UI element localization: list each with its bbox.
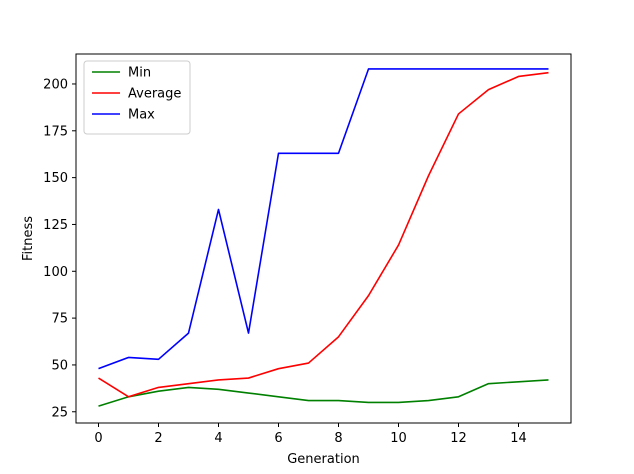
x-axis-label: Generation	[287, 452, 360, 467]
y-axis-label: Fitness	[21, 216, 36, 261]
x-tick-label: 12	[450, 431, 467, 446]
y-tick-label: 150	[43, 171, 68, 186]
x-tick-label: 6	[274, 431, 282, 446]
y-tick-label: 100	[43, 265, 68, 280]
legend-box	[83, 60, 191, 135]
legend: Min Average Max	[83, 60, 191, 135]
x-tick-label: 2	[154, 431, 162, 446]
series-line-min	[98, 379, 549, 407]
y-tick-label: 25	[51, 405, 68, 420]
legend-label-max: Max	[128, 108, 155, 123]
y-tick-label: 125	[43, 218, 68, 233]
series-line-average	[98, 71, 549, 398]
x-tick-label: 10	[390, 431, 407, 446]
x-tick-label: 0	[94, 431, 102, 446]
y-tick-label: 175	[43, 124, 68, 139]
x-tick-label: 14	[510, 431, 527, 446]
x-tick-label: 4	[214, 431, 222, 446]
axes-frame	[75, 53, 572, 424]
y-tick-label: 50	[51, 358, 68, 373]
legend-label-average: Average	[128, 87, 181, 102]
series-line-max	[98, 68, 549, 370]
plot-area	[98, 68, 549, 407]
legend-label-min: Min	[128, 66, 151, 81]
axes: 0 2 4 6 8 10 12 14 25 50 75 100 125 150 175 200	[43, 53, 572, 446]
x-tick-label: 8	[334, 431, 342, 446]
y-tick-label: 75	[51, 312, 68, 327]
y-tick-label: 200	[43, 77, 68, 92]
